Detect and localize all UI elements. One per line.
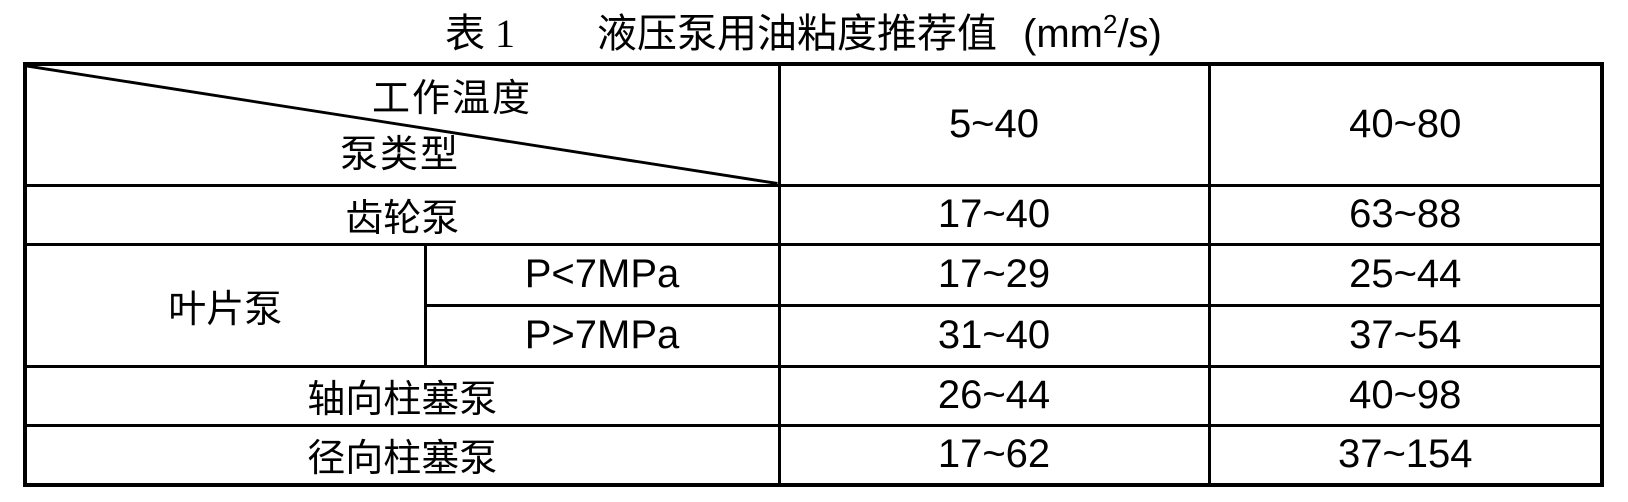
temp-range-col-1: 5~40 bbox=[777, 62, 1211, 187]
value-cell: 40~98 bbox=[1207, 364, 1604, 427]
table-row-gear-pump: 齿轮泵 17~40 63~88 bbox=[23, 183, 1604, 246]
value-cell: 17~62 bbox=[777, 423, 1211, 487]
value-cell: 17~40 bbox=[777, 183, 1211, 246]
diagonal-divider bbox=[28, 67, 776, 182]
value-cell: 37~54 bbox=[1207, 303, 1604, 368]
value-cell: 17~29 bbox=[777, 242, 1211, 307]
table-number: 表 1 bbox=[445, 11, 515, 56]
table-title-unit: (mm2/s) bbox=[1023, 9, 1162, 56]
corner-label-pump-type: 泵类型 bbox=[340, 134, 461, 176]
condition-high-pressure: P>7MPa bbox=[423, 303, 781, 368]
pump-label-radial-piston: 径向柱塞泵 bbox=[23, 423, 781, 487]
pump-label-gear: 齿轮泵 bbox=[23, 183, 781, 246]
unit-superscript: 2 bbox=[1102, 9, 1118, 39]
value-cell: 25~44 bbox=[1207, 242, 1604, 307]
header-corner-cell: 工作温度 泵类型 bbox=[23, 62, 781, 187]
table-row-radial-piston-pump: 径向柱塞泵 17~62 37~154 bbox=[23, 423, 1604, 487]
header-row: 工作温度 泵类型 5~40 40~80 bbox=[23, 62, 1604, 187]
table-row-axial-piston-pump: 轴向柱塞泵 26~44 40~98 bbox=[23, 364, 1604, 427]
pump-label-vane: 叶片泵 bbox=[23, 242, 427, 368]
table-title: 表 1 液压泵用油粘度推荐值 (mm2/s) bbox=[445, 9, 1162, 56]
value-cell: 31~40 bbox=[777, 303, 1211, 368]
table-row-vane-pump-low: 叶片泵 P<7MPa 17~29 25~44 bbox=[23, 242, 1604, 368]
corner-label-temperature: 工作温度 bbox=[372, 78, 533, 120]
table-title-text: 液压泵用油粘度推荐值 bbox=[597, 11, 997, 56]
unit-close: /s) bbox=[1117, 12, 1162, 56]
value-cell: 63~88 bbox=[1207, 183, 1604, 246]
value-cell: 26~44 bbox=[777, 364, 1211, 427]
condition-low-pressure: P<7MPa bbox=[423, 242, 781, 307]
table-row-vane-pump-high: P>7MPa 31~40 37~54 bbox=[25, 303, 1604, 368]
temp-range-col-2: 40~80 bbox=[1207, 62, 1604, 187]
value-cell: 37~154 bbox=[1207, 423, 1604, 487]
unit-open: (mm bbox=[1023, 12, 1103, 56]
viscosity-table: 工作温度 泵类型 5~40 40~80 齿轮泵 17~40 63~88 叶片泵 … bbox=[23, 62, 1604, 487]
pump-label-axial-piston: 轴向柱塞泵 bbox=[23, 364, 781, 427]
